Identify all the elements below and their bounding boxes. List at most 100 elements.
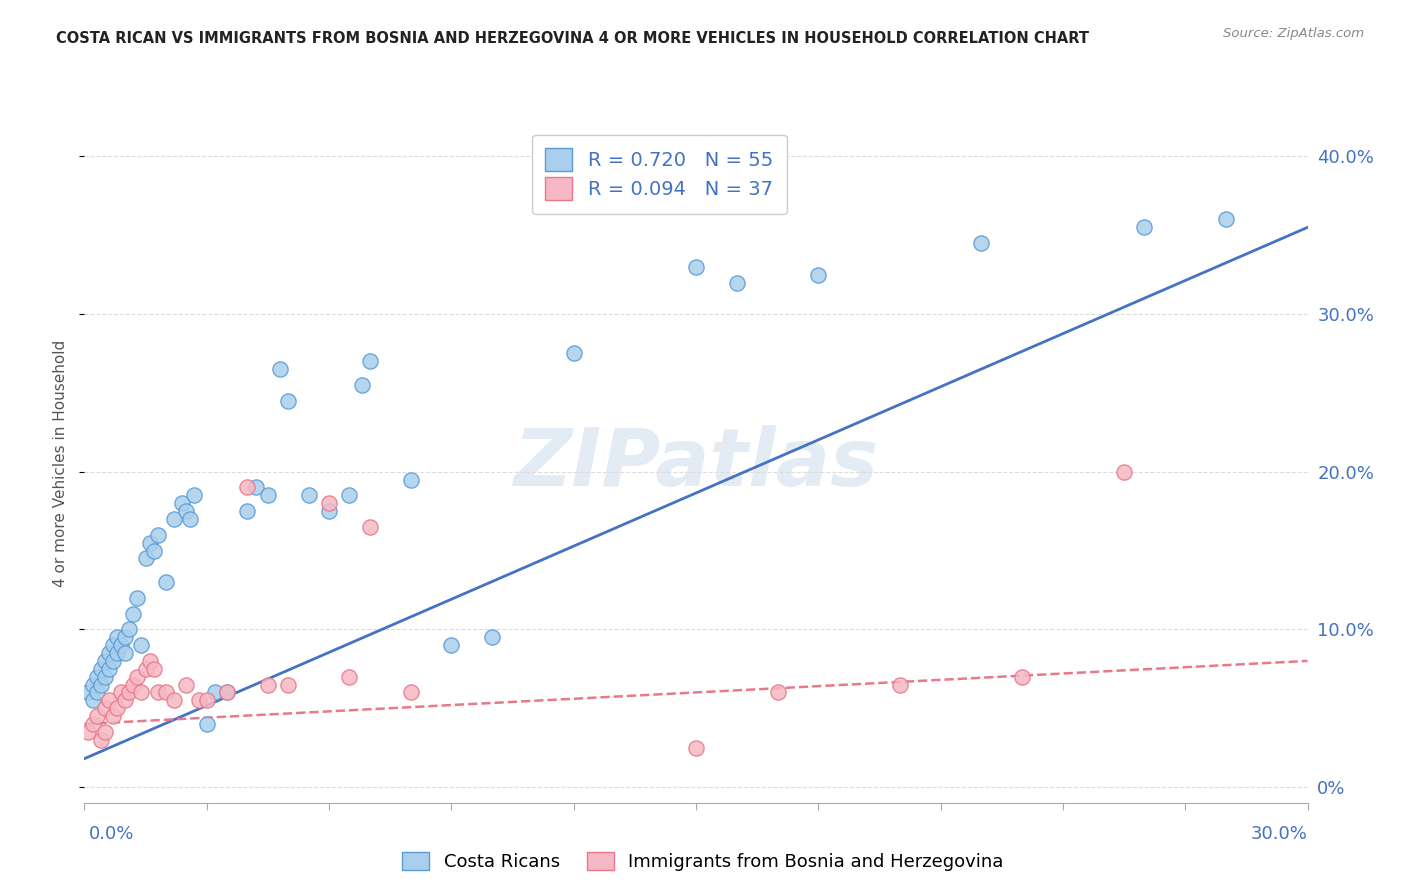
Point bbox=[236, 504, 259, 518]
Point bbox=[318, 496, 340, 510]
Point bbox=[318, 504, 340, 518]
Point bbox=[135, 662, 157, 676]
Point bbox=[183, 488, 205, 502]
Point bbox=[118, 623, 141, 637]
Point bbox=[1011, 670, 1033, 684]
Point bbox=[163, 693, 186, 707]
Point bbox=[146, 528, 169, 542]
Point bbox=[90, 732, 112, 747]
Point bbox=[277, 393, 299, 408]
Point bbox=[131, 638, 153, 652]
Point bbox=[93, 724, 117, 739]
Point bbox=[339, 488, 361, 502]
Point bbox=[1215, 212, 1237, 227]
Point bbox=[807, 268, 830, 282]
Text: 30.0%: 30.0% bbox=[1251, 825, 1308, 843]
Point bbox=[114, 630, 136, 644]
Text: COSTA RICAN VS IMMIGRANTS FROM BOSNIA AND HERZEGOVINA 4 OR MORE VEHICLES IN HOUS: COSTA RICAN VS IMMIGRANTS FROM BOSNIA AN… bbox=[56, 31, 1090, 46]
Point bbox=[97, 662, 120, 676]
Point bbox=[339, 670, 361, 684]
Point bbox=[257, 488, 280, 502]
Point bbox=[77, 685, 100, 699]
Point bbox=[562, 346, 585, 360]
Point bbox=[105, 630, 128, 644]
Legend: R = 0.720   N = 55, R = 0.094   N = 37: R = 0.720 N = 55, R = 0.094 N = 37 bbox=[531, 135, 787, 213]
Point bbox=[350, 378, 373, 392]
Point bbox=[298, 488, 321, 502]
Point bbox=[138, 654, 160, 668]
Point bbox=[725, 276, 748, 290]
Point bbox=[114, 693, 136, 707]
Point bbox=[127, 591, 149, 605]
Point bbox=[118, 685, 141, 699]
Point bbox=[155, 685, 177, 699]
Point bbox=[195, 693, 218, 707]
Point bbox=[970, 236, 993, 251]
Point bbox=[90, 677, 112, 691]
Point bbox=[131, 685, 153, 699]
Point bbox=[685, 260, 707, 274]
Point bbox=[122, 607, 145, 621]
Point bbox=[93, 701, 117, 715]
Point bbox=[97, 646, 120, 660]
Point bbox=[269, 362, 291, 376]
Point bbox=[359, 520, 381, 534]
Point bbox=[179, 512, 201, 526]
Point bbox=[277, 677, 299, 691]
Point bbox=[86, 685, 108, 699]
Point bbox=[110, 685, 132, 699]
Point bbox=[172, 496, 194, 510]
Point bbox=[187, 693, 209, 707]
Point bbox=[1133, 220, 1156, 235]
Point bbox=[440, 638, 463, 652]
Point bbox=[101, 709, 124, 723]
Text: 0.0%: 0.0% bbox=[89, 825, 134, 843]
Point bbox=[86, 670, 108, 684]
Point bbox=[359, 354, 381, 368]
Point bbox=[176, 504, 198, 518]
Point bbox=[142, 662, 165, 676]
Point bbox=[685, 740, 707, 755]
Point bbox=[93, 670, 117, 684]
Point bbox=[138, 535, 160, 549]
Point bbox=[163, 512, 186, 526]
Point bbox=[105, 646, 128, 660]
Point bbox=[101, 638, 124, 652]
Point bbox=[105, 701, 128, 715]
Point bbox=[82, 717, 104, 731]
Point bbox=[217, 685, 239, 699]
Point bbox=[195, 717, 218, 731]
Point bbox=[399, 685, 422, 699]
Point bbox=[155, 575, 177, 590]
Point bbox=[135, 551, 157, 566]
Point bbox=[146, 685, 169, 699]
Point bbox=[77, 724, 100, 739]
Point bbox=[399, 473, 422, 487]
Point bbox=[217, 685, 239, 699]
Point bbox=[93, 654, 117, 668]
Text: Source: ZipAtlas.com: Source: ZipAtlas.com bbox=[1223, 27, 1364, 40]
Text: ZIPatlas: ZIPatlas bbox=[513, 425, 879, 503]
Point bbox=[245, 481, 267, 495]
Point bbox=[122, 677, 145, 691]
Point bbox=[97, 693, 120, 707]
Point bbox=[257, 677, 280, 691]
Point bbox=[236, 481, 259, 495]
Point bbox=[127, 670, 149, 684]
Point bbox=[142, 543, 165, 558]
Point bbox=[176, 677, 198, 691]
Point bbox=[90, 662, 112, 676]
Point bbox=[86, 709, 108, 723]
Legend: Costa Ricans, Immigrants from Bosnia and Herzegovina: Costa Ricans, Immigrants from Bosnia and… bbox=[395, 845, 1011, 879]
Point bbox=[204, 685, 226, 699]
Point bbox=[766, 685, 789, 699]
Point bbox=[82, 677, 104, 691]
Point bbox=[110, 638, 132, 652]
Y-axis label: 4 or more Vehicles in Household: 4 or more Vehicles in Household bbox=[53, 340, 69, 588]
Point bbox=[101, 654, 124, 668]
Point bbox=[889, 677, 911, 691]
Point bbox=[114, 646, 136, 660]
Point bbox=[481, 630, 503, 644]
Point bbox=[82, 693, 104, 707]
Point bbox=[1114, 465, 1136, 479]
